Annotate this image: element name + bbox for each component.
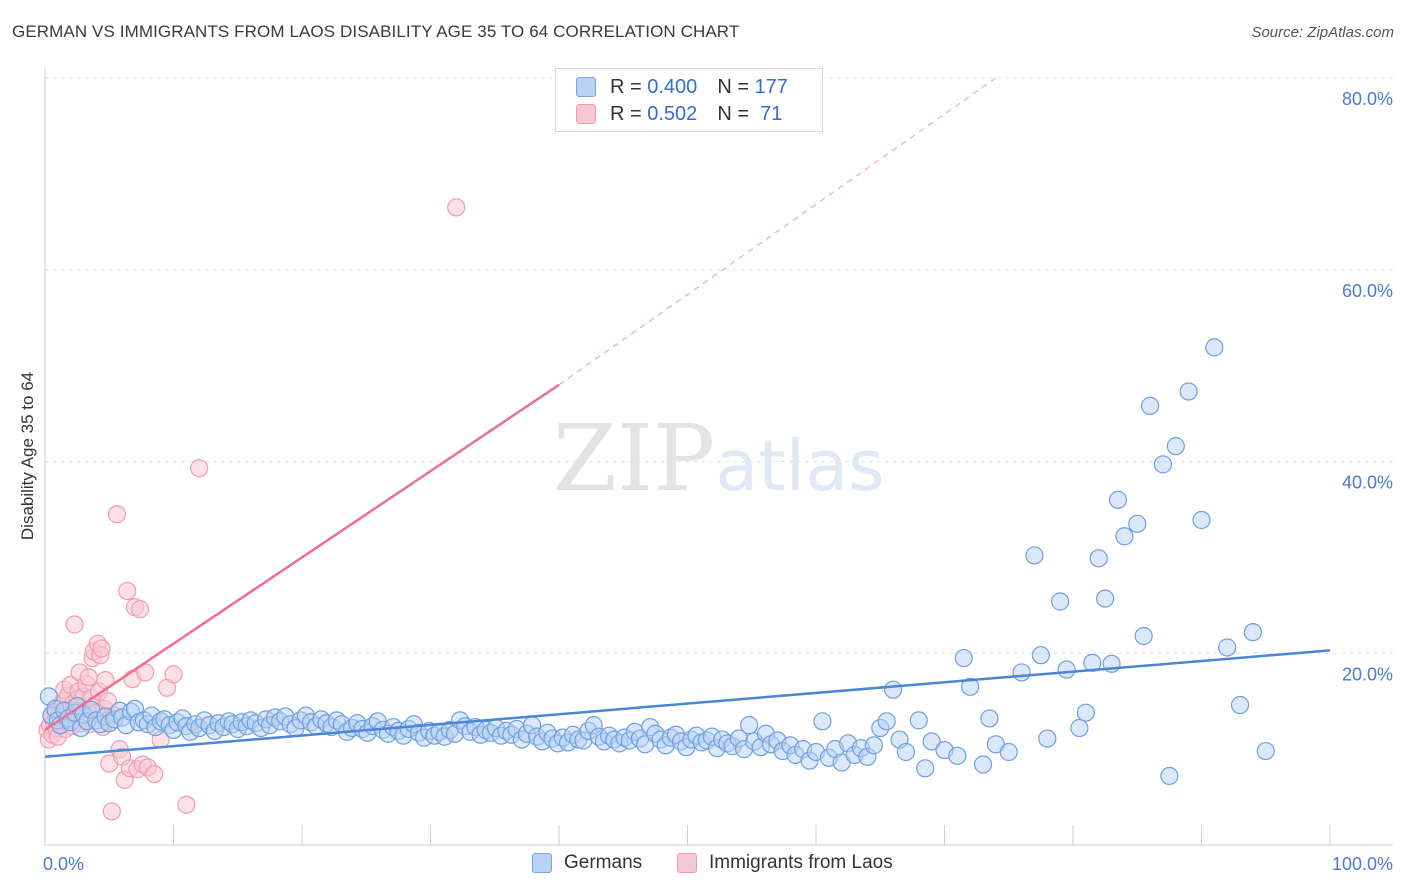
germans-point bbox=[973, 755, 993, 774]
source-credit: Source: ZipAtlas.com bbox=[1251, 24, 1394, 41]
germans-point bbox=[1153, 455, 1173, 474]
legend-r-value: 0.502 bbox=[647, 102, 698, 125]
series-legend-laos: Immigrants from Laos bbox=[677, 852, 893, 874]
series-swatch-pink bbox=[677, 853, 697, 873]
germans-point bbox=[1128, 514, 1147, 533]
y-tick-label: 60.0% bbox=[1342, 281, 1393, 301]
series-legend: Germans Immigrants from Laos bbox=[0, 852, 1406, 878]
germans-point bbox=[1140, 396, 1160, 415]
germans-point bbox=[1038, 729, 1057, 748]
germans-point bbox=[740, 716, 759, 735]
germans-point bbox=[948, 746, 967, 765]
axes bbox=[44, 68, 1393, 846]
series-legend-germans: Germans bbox=[532, 852, 642, 874]
germans-point bbox=[1115, 527, 1134, 546]
germans-trend-line bbox=[44, 649, 1331, 759]
x-tick-label: 100.0% bbox=[1332, 854, 1393, 874]
germans-point bbox=[1108, 490, 1128, 509]
germans-point bbox=[1256, 741, 1275, 761]
laos-point bbox=[145, 764, 164, 784]
laos-point bbox=[65, 615, 84, 634]
y-axis-label: Disability Age 35 to 64 bbox=[18, 372, 37, 540]
germans-points bbox=[39, 338, 1275, 786]
germans-point bbox=[877, 712, 896, 731]
laos-point bbox=[102, 802, 121, 821]
germans-point bbox=[883, 680, 903, 699]
laos-point bbox=[107, 505, 127, 524]
legend-swatch-pink bbox=[576, 104, 596, 124]
germans-point bbox=[922, 732, 941, 751]
laos-point bbox=[130, 600, 150, 619]
watermark: ZIP atlas bbox=[553, 405, 885, 512]
legend-swatch-blue bbox=[576, 77, 596, 97]
laos-point bbox=[177, 795, 196, 814]
germans-point bbox=[1218, 638, 1237, 657]
watermark-zip: ZIP bbox=[553, 405, 715, 512]
germans-point bbox=[1134, 626, 1153, 646]
laos-point bbox=[118, 581, 137, 601]
germans-point bbox=[916, 759, 935, 778]
germans-point bbox=[1243, 623, 1263, 642]
laos-trend-line bbox=[44, 383, 560, 731]
germans-point bbox=[1192, 510, 1211, 530]
legend-row-germans: R = 0.400 N = 177 bbox=[576, 74, 788, 100]
germans-point bbox=[1076, 703, 1095, 722]
legend-n-value: 177 bbox=[754, 75, 788, 98]
germans-point bbox=[980, 709, 999, 728]
legend: R = 0.400 N = 177 R = 0.502 N = 71 bbox=[555, 68, 823, 132]
y-tick-label: 40.0% bbox=[1342, 473, 1393, 493]
series-swatch-blue bbox=[532, 853, 552, 873]
legend-n-label: N = bbox=[717, 102, 749, 125]
germans-point bbox=[864, 736, 883, 755]
laos-point bbox=[164, 665, 183, 684]
germans-point bbox=[1179, 382, 1198, 401]
series-label-germans: Germans bbox=[564, 852, 643, 873]
germans-point bbox=[1096, 589, 1115, 608]
germans-point bbox=[813, 712, 832, 731]
legend-n-label: N = bbox=[717, 75, 749, 98]
laos-point bbox=[447, 198, 466, 217]
y-tick-label: 20.0% bbox=[1342, 664, 1393, 684]
laos-trend-extension bbox=[558, 77, 997, 386]
germans-point bbox=[1205, 338, 1224, 357]
germans-point bbox=[1070, 718, 1089, 738]
legend-n-value: 71 bbox=[754, 102, 783, 125]
legend-r-label: R = bbox=[610, 75, 642, 98]
chart-title: GERMAN VS IMMIGRANTS FROM LAOS DISABILIT… bbox=[12, 22, 740, 41]
germans-point bbox=[999, 742, 1018, 762]
y-tick-label: 80.0% bbox=[1342, 89, 1393, 109]
laos-point bbox=[92, 639, 111, 658]
germans-point bbox=[961, 677, 980, 696]
germans-point bbox=[1230, 695, 1250, 715]
germans-point bbox=[1031, 646, 1050, 665]
germans-point bbox=[954, 648, 973, 668]
legend-r-label: R = bbox=[610, 102, 642, 125]
grid-lines bbox=[45, 77, 1393, 654]
germans-point bbox=[1160, 766, 1179, 786]
germans-point bbox=[896, 742, 916, 762]
x-tick-label: 0.0% bbox=[43, 854, 84, 874]
germans-point bbox=[1025, 546, 1044, 565]
watermark-atlas: atlas bbox=[715, 425, 884, 507]
germans-point bbox=[1012, 663, 1031, 682]
germans-point bbox=[1083, 653, 1102, 672]
series-label-laos: Immigrants from Laos bbox=[709, 852, 893, 873]
tick-labels: 20.0% 40.0% 60.0% 80.0% 0.0% 100.0% bbox=[43, 89, 1393, 874]
laos-point bbox=[79, 668, 98, 687]
germans-point bbox=[909, 711, 928, 730]
laos-point bbox=[190, 459, 209, 478]
germans-point bbox=[1089, 549, 1108, 568]
germans-point bbox=[1057, 660, 1076, 679]
legend-r-value: 0.400 bbox=[647, 75, 698, 98]
trend-lines bbox=[44, 77, 1331, 759]
germans-point bbox=[1166, 437, 1185, 456]
germans-point bbox=[1051, 592, 1070, 611]
legend-row-laos: R = 0.502 N = 71 bbox=[576, 101, 782, 127]
